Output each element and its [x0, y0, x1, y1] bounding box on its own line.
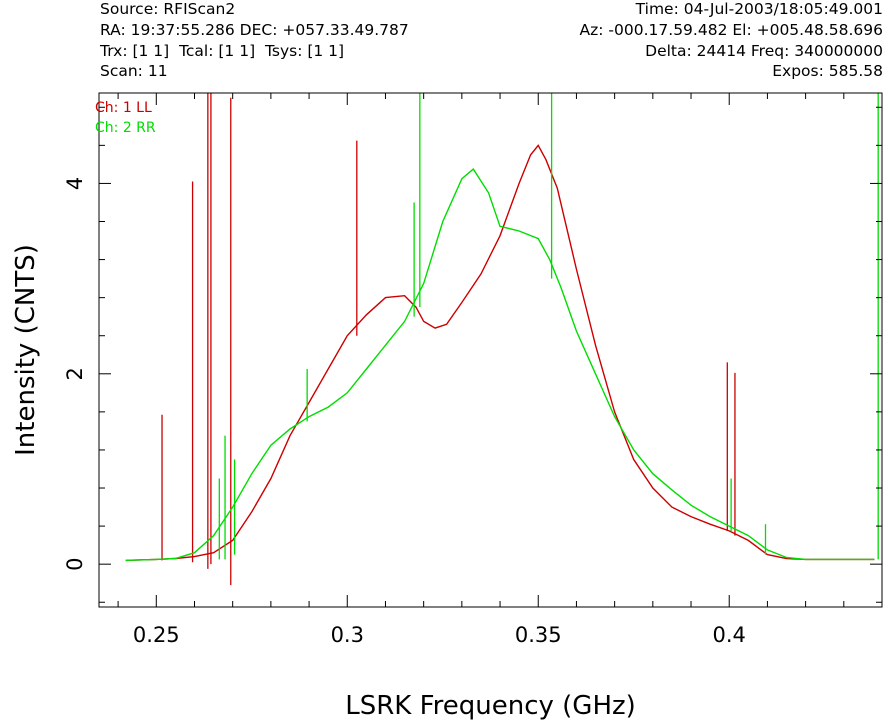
x-tick-label: 0.35 — [515, 623, 562, 647]
plot-frame — [98, 92, 883, 608]
header-ra-dec: RA: 19:37:55.286 DEC: +057.33.49.787 — [100, 21, 409, 39]
x-axis-title: LSRK Frequency (GHz) — [345, 691, 636, 721]
y-tick-label: 2 — [63, 367, 87, 380]
x-tick-label: 0.25 — [133, 623, 180, 647]
header-scan: Scan: 11 — [100, 62, 168, 80]
header-expos: Expos: 585.58 — [772, 62, 883, 80]
y-axis-title: Intensity (CNTS) — [11, 244, 41, 456]
header-az-el: Az: -000.17.59.482 El: +005.48.58.696 — [579, 21, 883, 39]
header-source: Source: RFIScan2 — [100, 0, 236, 18]
series-line-2 — [125, 168, 875, 562]
tick-labels: 0.25 0.3 0.35 0.4 0 2 4 — [63, 177, 746, 647]
legend-entry-2: Ch: 2 RR — [95, 120, 156, 136]
x-tick-label: 0.3 — [331, 623, 364, 647]
legend: Ch: 1 LL Ch: 2 RR — [95, 100, 156, 136]
legend-entry-1: Ch: 1 LL — [95, 100, 152, 116]
header-trx-tcal-tsys: Trx: [1 1] Tcal: [1 1] Tsys: [1 1] — [100, 42, 345, 60]
series-layer — [125, 93, 879, 586]
header-delta-freq: Delta: 24414 Freq: 340000000 — [645, 42, 883, 60]
y-tick-label: 0 — [63, 557, 87, 570]
header-time: Time: 04-Jul-2003/18:05:49.001 — [635, 0, 883, 18]
x-tick-label: 0.4 — [713, 623, 746, 647]
y-tick-label: 4 — [63, 177, 87, 190]
ticks-layer — [99, 93, 883, 607]
series-line-1 — [125, 144, 875, 562]
